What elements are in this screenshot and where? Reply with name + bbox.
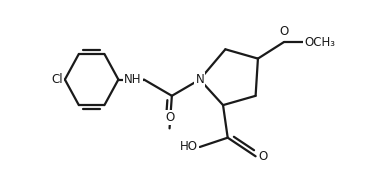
Text: O: O — [165, 111, 174, 124]
Text: Cl: Cl — [51, 73, 62, 86]
Text: O: O — [279, 25, 288, 38]
Text: N: N — [195, 73, 204, 86]
Text: NH: NH — [124, 73, 142, 86]
Text: OCH₃: OCH₃ — [304, 36, 335, 49]
Text: HO: HO — [179, 140, 197, 154]
Text: O: O — [258, 150, 267, 163]
